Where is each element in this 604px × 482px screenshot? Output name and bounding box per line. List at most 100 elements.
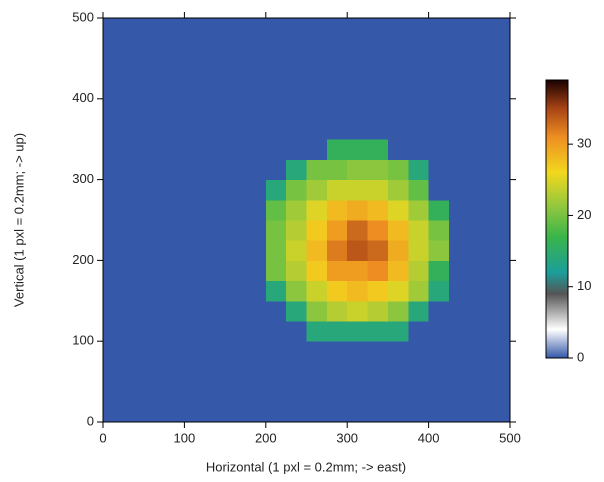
- heat-cell: [265, 38, 287, 59]
- heat-cell: [489, 98, 511, 120]
- heat-cell: [164, 58, 185, 80]
- heat-cell: [448, 98, 470, 120]
- heat-cell: [428, 300, 450, 322]
- heat-cell: [123, 300, 145, 322]
- heat-cell: [184, 78, 206, 100]
- heat-cell: [143, 159, 165, 181]
- heat-cell: [103, 361, 124, 383]
- heat-cell: [184, 179, 206, 201]
- heat-cell: [265, 341, 287, 362]
- heat-cell: [347, 119, 369, 140]
- heat-cell: [408, 260, 430, 282]
- heat-cell: [387, 321, 409, 342]
- heat-cell: [143, 98, 165, 120]
- heat-cell: [387, 300, 409, 322]
- heat-cell: [448, 58, 470, 80]
- heat-cell: [448, 381, 470, 403]
- heat-cell: [164, 381, 185, 403]
- heat-cell: [469, 38, 491, 59]
- heat-cell: [286, 78, 307, 100]
- heat-cell: [204, 321, 226, 342]
- heat-cell: [387, 401, 409, 423]
- y-tick-label: 100: [72, 333, 94, 348]
- heat-cell: [428, 321, 450, 342]
- heat-cell: [408, 381, 430, 403]
- heat-cell: [265, 220, 287, 241]
- heat-cell: [265, 361, 287, 383]
- heat-cell: [225, 18, 246, 39]
- heat-cell: [103, 78, 124, 100]
- heat-cell: [164, 240, 185, 261]
- heat-cell: [204, 260, 226, 282]
- heat-cell: [448, 321, 470, 342]
- heat-cell: [164, 401, 185, 423]
- heat-cell: [265, 139, 287, 160]
- heat-cell: [469, 280, 491, 302]
- heat-cell: [245, 220, 267, 241]
- heat-cell: [103, 240, 124, 261]
- heat-cell: [286, 300, 307, 322]
- heat-cell: [164, 341, 185, 362]
- heat-cell: [164, 260, 185, 282]
- heat-cell: [103, 179, 124, 201]
- heat-cell: [123, 199, 145, 221]
- heat-cell: [164, 280, 185, 302]
- heat-cell: [164, 98, 185, 120]
- heat-cell: [326, 300, 348, 322]
- heat-cell: [347, 38, 369, 59]
- heat-cell: [103, 220, 124, 241]
- plot-frame: [102, 17, 511, 423]
- heat-cell: [103, 139, 124, 160]
- heat-cell: [286, 280, 307, 302]
- heat-cell: [184, 139, 206, 160]
- heat-cell: [489, 240, 511, 261]
- heat-cell: [367, 240, 389, 261]
- heat-cell: [123, 381, 145, 403]
- heat-cell: [225, 401, 246, 423]
- heat-cell: [428, 280, 450, 302]
- heat-cell: [387, 58, 409, 80]
- heat-cell: [265, 321, 287, 342]
- heat-cell: [225, 38, 246, 59]
- heat-cell: [184, 98, 206, 120]
- heat-cell: [225, 280, 246, 302]
- heat-cell: [103, 280, 124, 302]
- heat-cell: [204, 220, 226, 241]
- heat-cell: [245, 98, 267, 120]
- heat-cell: [103, 341, 124, 362]
- heat-cell: [387, 98, 409, 120]
- heat-cell: [103, 300, 124, 322]
- heat-cell: [408, 159, 430, 181]
- heat-cell: [204, 78, 226, 100]
- heat-cell: [286, 361, 307, 383]
- heat-cell: [204, 300, 226, 322]
- y-tick-label: 200: [72, 252, 94, 267]
- heat-cell: [326, 38, 348, 59]
- heat-cell: [143, 179, 165, 201]
- heat-cell: [347, 401, 369, 423]
- heat-cell: [143, 240, 165, 261]
- heat-cell: [164, 300, 185, 322]
- heat-cell: [265, 58, 287, 80]
- heat-cell: [408, 18, 430, 39]
- heat-cell: [225, 300, 246, 322]
- heat-cell: [306, 220, 328, 241]
- colorbar-tick-label: 30: [577, 136, 591, 151]
- heat-cell: [103, 401, 124, 423]
- heat-cell: [245, 300, 267, 322]
- heat-cell: [469, 199, 491, 221]
- heat-cell: [489, 321, 511, 342]
- heat-cell: [387, 361, 409, 383]
- heat-cell: [286, 381, 307, 403]
- heat-cell: [306, 341, 328, 362]
- heat-cell: [265, 98, 287, 120]
- heat-cell: [184, 321, 206, 342]
- heat-cell: [489, 300, 511, 322]
- heat-cell: [265, 381, 287, 403]
- heat-cell: [123, 401, 145, 423]
- heat-cell: [143, 38, 165, 59]
- heat-cell: [164, 139, 185, 160]
- heat-cell: [367, 179, 389, 201]
- heat-cell: [387, 381, 409, 403]
- heat-cell: [123, 58, 145, 80]
